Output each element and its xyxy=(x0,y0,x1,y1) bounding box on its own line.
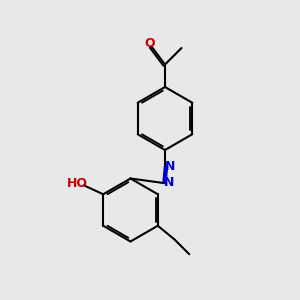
Text: N: N xyxy=(165,160,176,173)
Text: HO: HO xyxy=(67,177,88,190)
Text: N: N xyxy=(164,176,174,190)
Text: O: O xyxy=(145,37,155,50)
